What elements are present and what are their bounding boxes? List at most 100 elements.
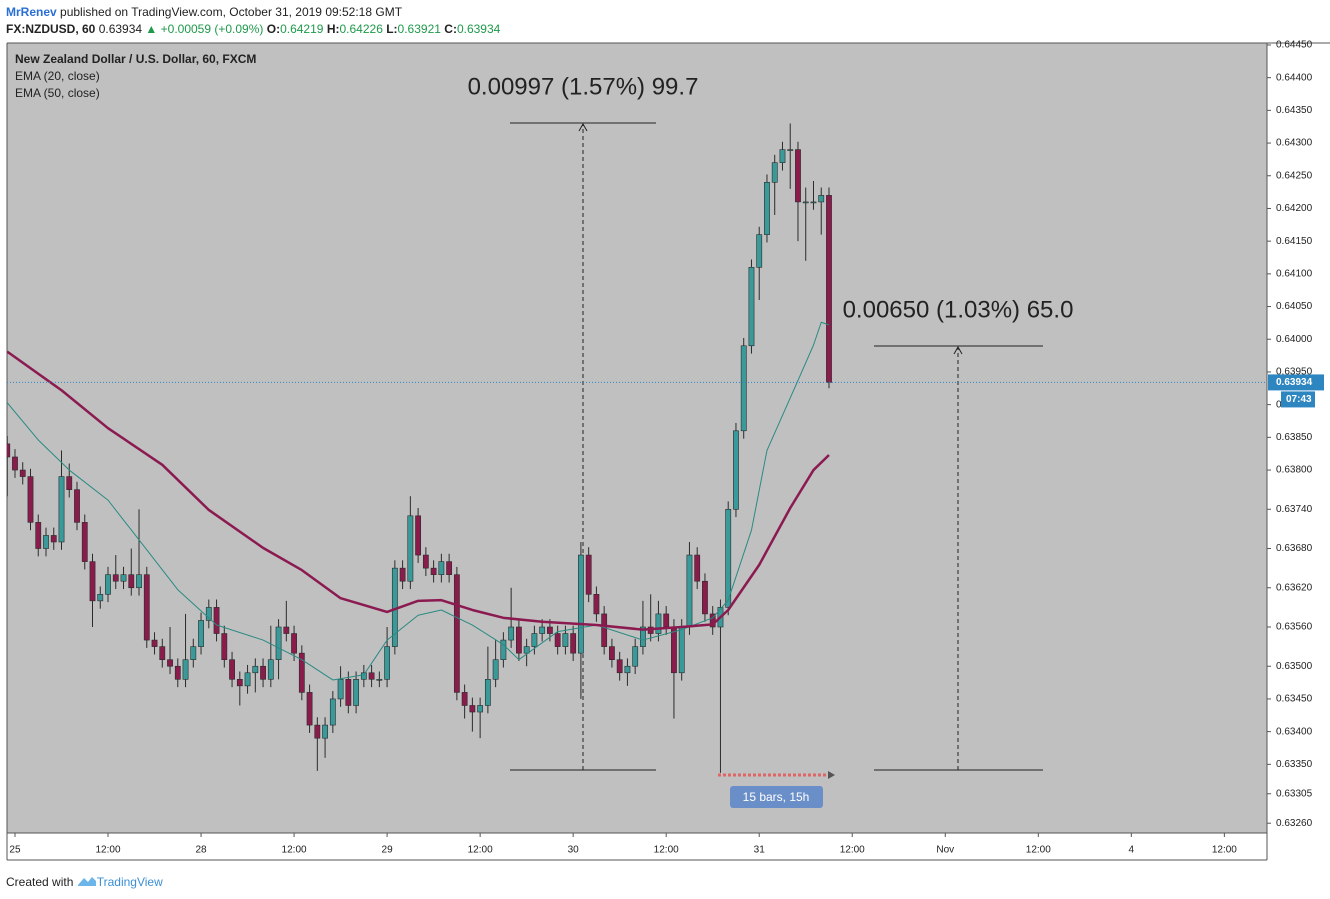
candle-body [678,626,685,674]
candle-body [554,633,561,647]
candle-body [66,476,73,490]
candle-body [221,633,228,660]
candle-body [143,574,150,641]
y-tick-label: 0.64000 [1276,334,1313,345]
candle-body [547,626,553,634]
candle-body [756,234,763,268]
candle-body [609,646,615,660]
candle-body [43,535,49,549]
candle-body [306,692,313,726]
candle-body [89,561,96,602]
range-label: 0.00997 (1.57%) 99.7 [468,73,699,100]
arrow-head [578,122,588,132]
candle-body [570,633,577,654]
candle-body [446,561,453,575]
candle-body [477,705,484,713]
x-tick-label: 28 [195,845,207,856]
x-tick-label: 4 [1129,845,1135,856]
candle-body [632,646,639,667]
candle-body [748,267,755,347]
candle-body [174,665,181,680]
candle-body [647,626,654,634]
candle-body [19,469,26,477]
y-tick-label: 0.64350 [1276,105,1313,116]
c-label: C: [444,22,457,36]
y-tick-label: 0.64050 [1276,301,1313,312]
candle-body [167,659,173,667]
candle-body [360,672,367,680]
candle-body [7,443,11,458]
plot-area [7,123,832,773]
symbol: FX:NZDUSD, 60 [6,22,96,36]
published: published on TradingView.com, October 31… [60,5,403,19]
author[interactable]: MrRenev [6,5,57,19]
candle-body [391,567,398,647]
candle-body [252,665,259,674]
x-tick-label: 12:00 [654,845,679,856]
candle-body [368,672,375,680]
candle-body [779,149,786,163]
footer-text: Created with [6,875,74,889]
x-tick-label: 12:00 [1212,845,1237,856]
candle-body [655,613,662,634]
x-tick-label: Nov [936,845,954,856]
c: 0.63934 [456,22,501,36]
brand[interactable]: TradingView [96,875,163,889]
y-tick-label: 0.64100 [1276,268,1313,279]
candle-body [593,593,600,615]
candle-body [74,489,80,523]
y-tick-label: 0.63740 [1276,504,1313,515]
y-tick-label: 0.63400 [1276,726,1313,737]
y-tick-label: 0.63560 [1276,622,1313,633]
candle-body [826,195,832,383]
logo [77,877,96,886]
candle-body [275,626,282,660]
candle-body [531,633,538,647]
x-tick-label: 31 [754,845,766,856]
candle-body [27,476,34,523]
candle-body [616,659,623,674]
candle-body [764,181,770,235]
o-label: O: [266,22,281,36]
candle-body [702,580,708,615]
candle-body [244,672,251,687]
candle-body [717,607,724,628]
candle-body [562,633,569,647]
y-tick-label: 0.63350 [1276,759,1313,770]
l: 0.63921 [397,22,441,36]
candle-body [771,162,778,183]
candle-body [213,607,220,634]
candle-body [205,607,212,621]
candle-body [810,201,817,204]
l-label: L: [386,22,398,36]
y-tick-label: 0.63680 [1276,543,1313,554]
candle-body [740,345,747,432]
candle-body [120,574,127,582]
candle-body [585,554,592,595]
y-tick-label: 0.63450 [1276,694,1313,705]
h: 0.64226 [339,22,383,36]
candle-body [12,456,18,471]
candle-body [50,535,57,543]
chart-title: New Zealand Dollar / U.S. Dollar, 60, FX… [15,52,256,66]
plot-background [7,43,1267,833]
candle-body [787,149,794,151]
candle-body [515,626,522,654]
candle-body [182,659,189,680]
candle-body [438,561,445,575]
candle-body [469,705,476,713]
candle-body [802,201,809,204]
candle-body [415,515,422,556]
candle-body [58,476,65,543]
candle-body [709,613,716,628]
x-tick-label: 12:00 [95,845,120,856]
arrow-head [828,771,835,779]
candle-body [353,679,359,706]
ema-line [7,321,830,681]
y-tick-label: 0 [1276,399,1282,410]
y-tick-label: 0.64200 [1276,203,1313,214]
candle-body [500,639,507,660]
candle-body [35,522,42,549]
y-tick-label: 0.63305 [1276,788,1313,799]
y-tick-label: 0.63950 [1276,367,1313,378]
